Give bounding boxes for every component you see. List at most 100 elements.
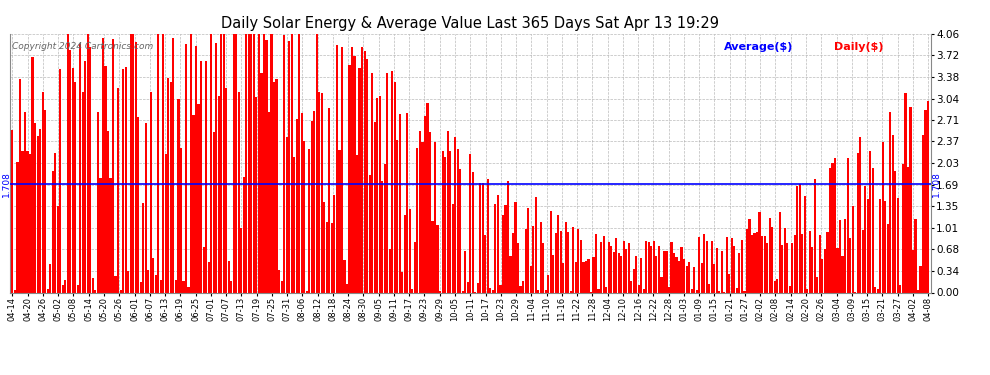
Bar [79,44,81,292]
Bar [296,119,298,292]
Bar [263,34,265,292]
Bar [582,262,584,292]
Bar [376,98,378,292]
Bar [910,107,912,292]
Bar [456,149,458,292]
Bar [510,256,512,292]
Bar [236,34,238,292]
Bar [143,203,145,292]
Bar [255,97,257,292]
Bar [796,186,798,292]
Bar [706,241,708,292]
Bar [615,238,617,292]
Bar [437,225,439,292]
Bar [809,231,811,292]
Bar [763,236,765,292]
Bar [645,242,647,292]
Bar [814,178,816,292]
Bar [773,281,776,292]
Bar [396,140,398,292]
Bar [344,261,346,292]
Bar [879,199,881,292]
Bar [54,153,56,292]
Bar [859,136,861,292]
Bar [157,34,159,292]
Bar [175,279,177,292]
Bar [902,164,904,292]
Bar [492,290,494,292]
Bar [87,34,89,292]
Bar [326,222,328,292]
Bar [125,67,127,292]
Bar [575,262,577,292]
Bar [743,291,745,292]
Text: 1.708: 1.708 [2,171,11,196]
Bar [650,246,652,292]
Bar [348,65,350,292]
Bar [761,236,763,292]
Bar [708,284,710,292]
Bar [177,99,179,292]
Bar [745,229,748,292]
Text: Daily($): Daily($) [834,42,883,51]
Bar [432,220,434,292]
Bar [404,215,406,292]
Bar [680,247,683,292]
Bar [44,110,47,292]
Bar [643,289,644,292]
Bar [592,257,595,292]
Bar [693,267,695,292]
Bar [469,154,471,292]
Bar [549,211,551,292]
Bar [781,245,783,292]
Bar [361,46,363,292]
Bar [384,164,386,292]
Bar [832,164,834,292]
Bar [751,235,753,292]
Bar [399,114,401,292]
Bar [625,249,628,292]
Bar [892,135,894,292]
Bar [37,136,39,292]
Bar [827,232,829,292]
Bar [499,285,502,292]
Bar [897,198,899,292]
Bar [257,34,260,292]
Bar [610,246,612,292]
Bar [603,236,605,292]
Bar [799,184,801,292]
Bar [34,123,36,292]
Bar [215,43,217,292]
Bar [14,290,16,292]
Bar [32,57,34,292]
Bar [871,168,874,292]
Bar [846,158,848,292]
Bar [530,266,532,292]
Bar [17,162,19,292]
Bar [547,274,549,292]
Bar [313,111,316,292]
Bar [829,168,831,292]
Bar [817,277,819,292]
Bar [922,135,924,292]
Bar [283,35,285,292]
Bar [378,96,381,292]
Bar [716,249,718,292]
Bar [540,222,542,292]
Bar [502,215,504,292]
Bar [925,110,927,292]
Bar [670,242,672,292]
Bar [152,258,154,292]
Bar [899,285,902,292]
Bar [544,290,546,292]
Bar [92,278,94,292]
Bar [920,266,922,292]
Bar [585,261,587,292]
Bar [339,150,341,292]
Bar [368,175,370,292]
Bar [598,289,600,292]
Bar [577,229,579,292]
Bar [350,47,353,292]
Bar [117,88,119,292]
Bar [213,132,215,292]
